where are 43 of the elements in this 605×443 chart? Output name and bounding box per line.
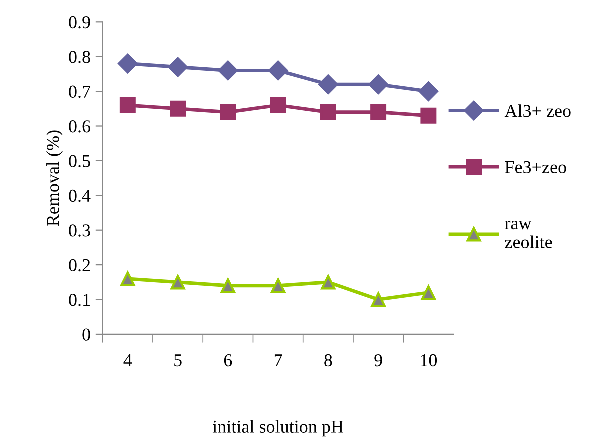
y-tick-label: 0.6	[69, 120, 91, 133]
x-tick-label: 7	[274, 354, 282, 366]
x-tick-label: 10	[421, 354, 438, 367]
point	[220, 104, 236, 120]
point	[120, 272, 136, 286]
point	[120, 97, 136, 114]
x-tick-label: 8	[324, 354, 332, 367]
point	[270, 97, 286, 114]
point	[421, 286, 436, 300]
x-tick-label: 6	[224, 354, 232, 367]
point	[318, 74, 338, 94]
point	[418, 82, 439, 102]
x-axis-title: initial solution pH	[212, 420, 344, 437]
y-tick-label: 0.8	[69, 51, 90, 64]
point	[170, 275, 186, 290]
legend-label: Al3+ zeo	[504, 104, 571, 118]
point	[118, 54, 138, 74]
x-tick-label: 5	[174, 354, 182, 367]
y-tick-label: 0.9	[69, 16, 90, 29]
point	[220, 278, 236, 294]
y-tick-label: 0.3	[69, 224, 90, 237]
legend-label: raw zeolite	[505, 220, 552, 248]
y-tick-label: 0.4	[69, 190, 91, 202]
point	[170, 100, 186, 117]
point	[368, 74, 388, 94]
legend-label: Fe3+zeo	[505, 161, 566, 174]
point	[321, 275, 336, 290]
y-tick-label: 0.7	[69, 86, 91, 98]
point	[168, 57, 188, 78]
y-tick-label: 0.5	[69, 155, 90, 168]
point	[218, 60, 238, 81]
x-tick-label: 9	[374, 354, 382, 367]
point	[371, 292, 386, 308]
point	[271, 278, 286, 294]
y-axis-title: Removal (%)	[46, 130, 63, 226]
point	[370, 104, 387, 120]
point	[268, 60, 288, 81]
y-tick-label: 0.1	[69, 294, 90, 306]
y-tick-label: 0	[82, 328, 90, 341]
x-tick-label: 4	[124, 354, 132, 366]
point	[420, 108, 437, 124]
point	[320, 104, 336, 120]
y-tick-label: 0.2	[69, 259, 90, 272]
